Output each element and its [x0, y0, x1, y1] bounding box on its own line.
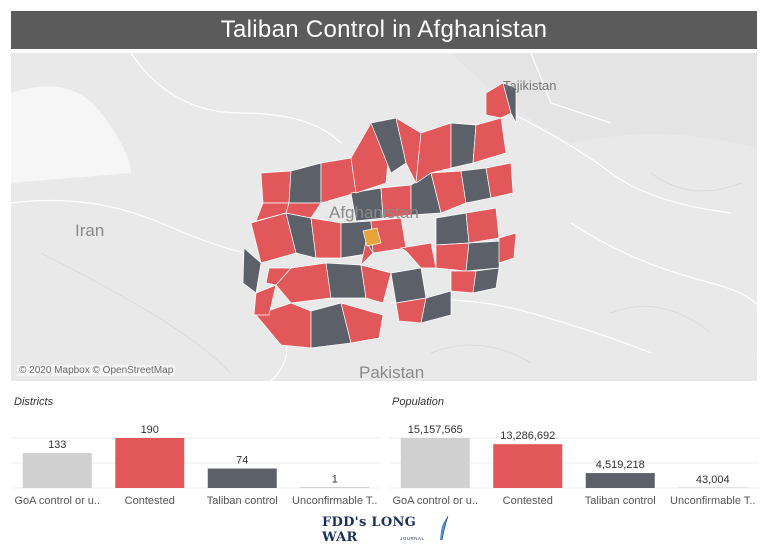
- title-text: Taliban Control in Afghanistan: [220, 16, 548, 43]
- bar[interactable]: [585, 473, 655, 488]
- districts-chart-title: Districts: [14, 396, 54, 408]
- category-label: GoA control or u..: [392, 495, 478, 507]
- district-polygons: [242, 82, 517, 349]
- bar[interactable]: [115, 438, 185, 488]
- bar[interactable]: [400, 438, 470, 488]
- bar[interactable]: [207, 468, 277, 488]
- map-label-afghanistan: Afghanistan: [329, 203, 419, 222]
- map-canvas[interactable]: [11, 53, 757, 381]
- logo-text: FDD's LONG WAR: [322, 515, 417, 545]
- bar[interactable]: [493, 444, 563, 488]
- map-label-tajikistan: Tajikistan: [503, 78, 557, 93]
- category-label: Taliban control: [585, 495, 656, 507]
- quill-icon: [440, 515, 449, 541]
- bar-value-label: 4,519,218: [596, 459, 645, 471]
- category-label: GoA control or u..: [14, 495, 100, 507]
- bar-value-label: 190: [141, 424, 159, 436]
- fdd-long-war-journal-logo[interactable]: FDD's LONG WAR JOURNAL: [322, 515, 452, 545]
- map-credit[interactable]: © 2020 Mapbox © OpenStreetMap: [17, 365, 176, 376]
- bar-value-label: 74: [236, 455, 248, 467]
- bar-value-label: 133: [48, 439, 66, 451]
- bar-value-label: 1: [332, 474, 338, 486]
- districts-chart[interactable]: 133 GoA control or u.. 190 Contested 74 Talib…: [11, 418, 381, 512]
- population-chart-title: Population: [392, 396, 444, 408]
- category-label: Unconfirmable T..: [292, 495, 377, 507]
- northern-terrain: [451, 53, 757, 148]
- map-label-pakistan: Pakistan: [359, 363, 425, 381]
- category-label: Contested: [503, 495, 553, 507]
- bar-value-label: 13,286,692: [500, 430, 555, 442]
- province-lines: [40, 172, 742, 374]
- bar[interactable]: [22, 453, 92, 488]
- afghanistan-map[interactable]: Afghanistan Iran Pakistan Tajikistan © 2…: [11, 53, 757, 381]
- caspian-region: [11, 86, 131, 183]
- category-label: Unconfirmable T..: [670, 495, 755, 507]
- category-label: Contested: [125, 495, 175, 507]
- map-label-iran: Iran: [75, 221, 105, 240]
- bar-value-label: 15,157,565: [408, 424, 463, 436]
- population-chart[interactable]: 15,157,565 GoA control or u.. 13,286,692 Co…: [389, 418, 759, 512]
- highlighted-district: [362, 227, 382, 247]
- dashboard-title: Taliban Control in Afghanistan: [11, 11, 757, 49]
- category-label: Taliban control: [207, 495, 278, 507]
- logo-subtext: JOURNAL: [400, 536, 425, 541]
- bar-value-label: 43,004: [696, 474, 730, 486]
